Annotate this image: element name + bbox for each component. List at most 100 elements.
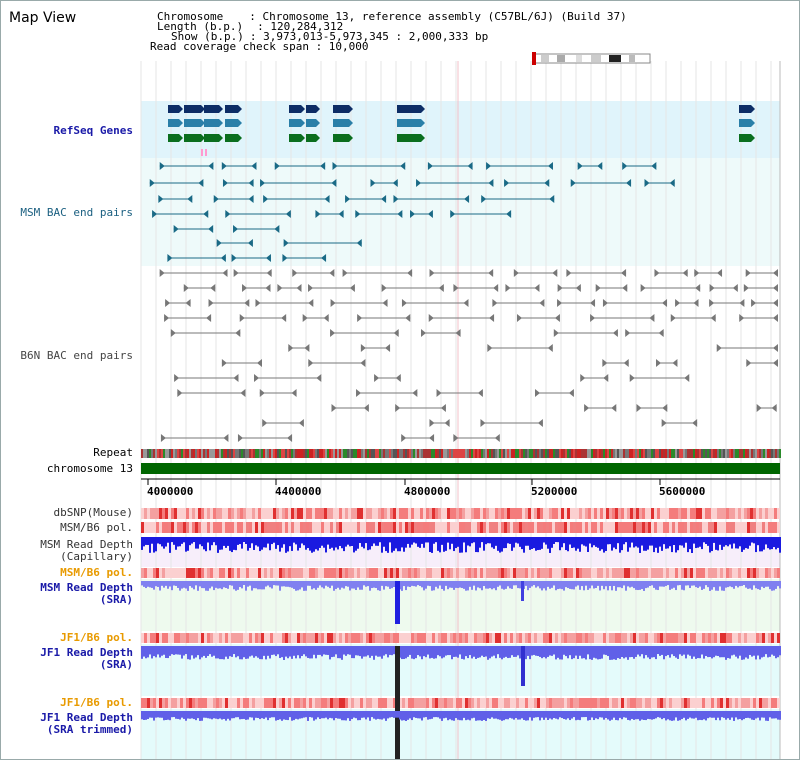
polymorphism-stripe: [651, 698, 654, 708]
polymorphism-stripe: [435, 568, 438, 578]
track-label-msm-bac[interactable]: MSM BAC end pairs: [20, 206, 133, 219]
track-label-jf1-read-sra-sub: (SRA): [99, 658, 133, 671]
bac-end-marker: [382, 299, 388, 307]
bac-end-marker: [385, 344, 391, 352]
polymorphism-stripe: [462, 568, 465, 578]
read-depth-bar: [457, 646, 459, 658]
read-depth-bar: [237, 581, 239, 590]
read-depth-bar: [723, 581, 725, 591]
polymorphism-stripe: [666, 508, 669, 519]
track-label-jf1-b6-pol-2[interactable]: JF1/B6 pol.: [60, 696, 133, 709]
read-depth-bar: [611, 537, 613, 551]
read-depth-bar: [681, 646, 683, 656]
polymorphism-stripe: [186, 633, 189, 643]
track-label-msm-b6-pol-2[interactable]: MSM/B6 pol.: [60, 566, 133, 579]
polymorphism-stripe: [636, 698, 639, 708]
polymorphism-stripe: [531, 522, 534, 533]
track-label-refseq[interactable]: RefSeq Genes: [53, 124, 133, 137]
track-label-msm-read-capillary[interactable]: MSM Read Depth: [40, 538, 133, 551]
polymorphism-stripe: [309, 508, 312, 519]
read-depth-bar: [677, 646, 679, 659]
track-label-jf1-read-sra[interactable]: JF1 Read Depth: [40, 646, 133, 659]
read-depth-bar: [511, 581, 513, 589]
polymorphism-stripe: [321, 568, 324, 578]
read-depth-bar: [615, 537, 617, 550]
track-label-jf1-read-trim[interactable]: JF1 Read Depth: [40, 711, 133, 724]
polymorphism-stripe: [741, 522, 744, 533]
read-depth-bar: [257, 581, 259, 590]
track-label-jf1-b6-pol[interactable]: JF1/B6 pol.: [60, 631, 133, 644]
track-label-b6n-bac[interactable]: B6N BAC end pairs: [20, 349, 133, 362]
read-depth-bar: [389, 711, 391, 718]
read-depth-bar: [667, 646, 669, 656]
track-label-chromosome[interactable]: chromosome 13: [46, 462, 133, 475]
gene-arrow: [316, 134, 320, 142]
polymorphism-stripe: [531, 508, 534, 519]
polymorphism-stripe: [669, 508, 672, 519]
polymorphism-stripe: [405, 522, 408, 533]
read-depth-bar: [735, 581, 737, 586]
read-depth-bar: [335, 646, 337, 655]
read-depth-bar: [243, 537, 245, 543]
track-label-repeat[interactable]: Repeat: [93, 446, 133, 459]
polymorphism-stripe: [711, 633, 714, 643]
polymorphism-stripe: [354, 522, 357, 533]
bac-end-marker: [370, 179, 376, 187]
polymorphism-stripe: [483, 698, 486, 708]
read-depth-bar: [635, 581, 637, 590]
read-depth-bar: [721, 537, 723, 550]
read-depth-bar: [443, 646, 445, 658]
repeat-segment: [179, 449, 181, 458]
polymorphism-stripe: [432, 633, 435, 643]
polymorphism-stripe: [498, 508, 501, 519]
polymorphism-stripe: [330, 568, 333, 578]
read-depth-bar: [531, 711, 533, 721]
polymorphism-stripe: [219, 522, 222, 533]
read-depth-bar: [375, 711, 377, 720]
polymorphism-stripe: [720, 508, 723, 519]
repeat-segment: [465, 449, 467, 458]
polymorphism-stripe: [651, 633, 654, 643]
bac-end-marker: [453, 434, 459, 442]
track-label-dbsnp[interactable]: dbSNP(Mouse): [53, 506, 133, 519]
polymorphism-stripe: [582, 633, 585, 643]
bac-end-marker: [505, 284, 511, 292]
track-label-msm-read-sra[interactable]: MSM Read Depth: [40, 581, 133, 594]
polymorphism-stripe: [372, 522, 375, 533]
read-depth-bar: [647, 711, 649, 719]
polymorphism-stripe: [183, 522, 186, 533]
read-depth-bar: [285, 711, 287, 720]
polymorphism-stripe: [693, 508, 696, 519]
read-depth-bar: [507, 711, 509, 720]
polymorphism-stripe: [723, 508, 726, 519]
read-depth-bar: [491, 581, 493, 590]
read-depth-bar: [455, 711, 457, 719]
read-depth-bar: [777, 646, 779, 658]
polymorphism-stripe: [540, 633, 543, 643]
repeat-segment: [279, 449, 281, 458]
read-depth-bar: [283, 711, 285, 720]
polymorphism-stripe: [225, 522, 228, 533]
polymorphism-stripe: [327, 522, 330, 533]
gene-arrow: [349, 134, 353, 142]
read-depth-bar: [281, 646, 283, 658]
repeat-segment: [557, 449, 559, 458]
read-depth-bar: [653, 711, 655, 720]
polymorphism-stripe: [729, 633, 732, 643]
read-depth-bar: [463, 581, 465, 589]
read-depth-bar: [733, 711, 735, 721]
gene-feature: [184, 119, 201, 127]
show-key: Show (b.p.): [171, 30, 244, 43]
polymorphism-stripe: [573, 698, 576, 708]
polymorphism-stripe: [147, 522, 150, 533]
repeat-segment: [577, 449, 579, 458]
polymorphism-stripe: [678, 633, 681, 643]
polymorphism-stripe: [396, 568, 399, 578]
polymorphism-stripe: [237, 698, 240, 708]
read-depth-bar: [439, 581, 441, 586]
read-depth-bar: [731, 711, 733, 718]
read-depth-bar: [745, 537, 747, 549]
track-label-msm-b6-pol[interactable]: MSM/B6 pol.: [60, 521, 133, 534]
polymorphism-stripe: [441, 698, 444, 708]
